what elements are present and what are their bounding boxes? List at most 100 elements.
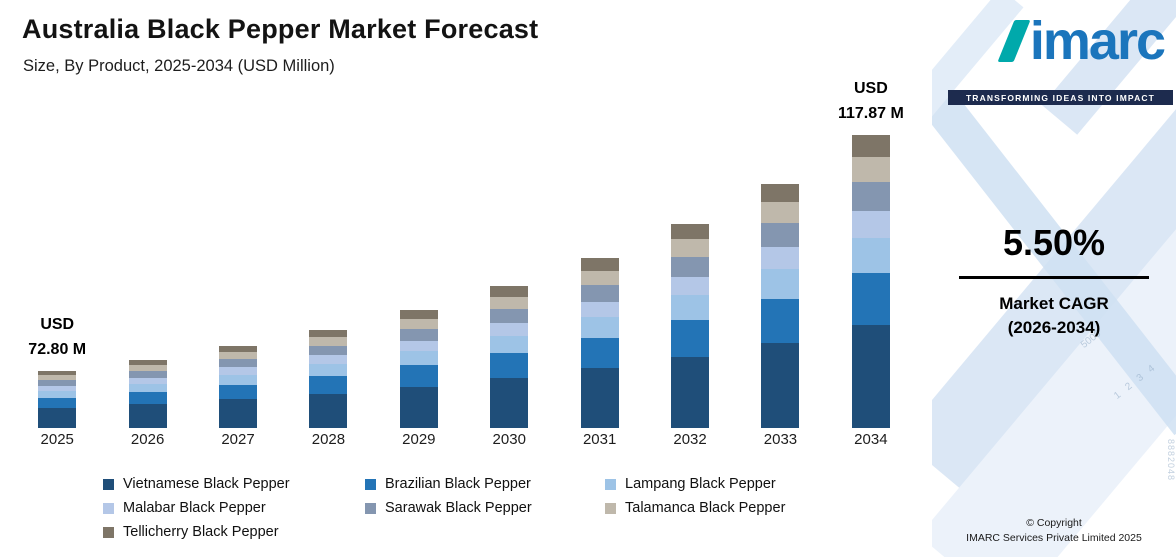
bar-segment-tellicherry-black-pepper [399,310,438,319]
cagr-divider [959,276,1149,279]
cagr-value: 5.50% [1002,222,1106,263]
legend-swatch-icon [103,526,114,538]
copyright-line1: © Copyright [1026,517,1082,529]
annotation-value: 117.87 M [837,105,904,122]
copyright-notice: © Copyright IMARC Services Private Limit… [932,516,1176,545]
bar-segment-vietnamese-black-pepper [38,408,77,428]
x-axis-labels: 2025 2026 2027 2028 2029 2030 2031 2032 2033 2034 [12,431,916,448]
legend-item-talamanca-black-pepper: Talamanca Black Pepper [605,500,885,516]
bar-segment-tellicherry-black-pepper [761,184,800,203]
bar-segment-malabar-black-pepper [219,367,258,375]
stacked-bar-2030 [490,286,529,428]
bar-segment-sarawak-black-pepper [761,223,800,248]
legend-label: Lampang Black Pepper [625,476,776,492]
bar-segment-brazilian-black-pepper [671,319,710,357]
brand-tagline: TRANSFORMING IDEAS INTO IMPACT [948,90,1173,105]
stacked-bar-2034 [851,135,890,428]
bar-segment-malabar-black-pepper [580,302,619,318]
bar-segment-sarawak-black-pepper [399,328,438,341]
bar-segment-lampang-black-pepper [38,390,77,398]
bar-segment-sarawak-black-pepper [851,181,890,212]
x-axis-label-2028: 2028 [311,431,346,448]
legend-item-brazilian-black-pepper: Brazilian Black Pepper [365,476,605,492]
bar-segment-sarawak-black-pepper [490,308,529,323]
x-axis-label-2033: 2033 [763,431,798,448]
bar-segment-malabar-black-pepper [490,322,529,336]
legend-swatch-icon [103,502,114,514]
bar-segment-vietnamese-black-pepper [490,378,529,428]
bar-segment-vietnamese-black-pepper [851,325,890,428]
stacked-bar-2026 [128,360,167,428]
legend-swatch-icon [365,502,376,514]
bar-value-annotation-2025: USD 72.80 M [28,312,86,362]
bar-segment-lampang-black-pepper [128,383,167,392]
annotation-value: 72.80 M [28,341,87,358]
bar-segment-brazilian-black-pepper [309,376,348,394]
brand-sidebar: 5000 1 2 3 4 8882048 imarc TRANSFORMING … [932,0,1176,557]
bar-segment-tellicherry-black-pepper [580,258,619,271]
bar-segment-brazilian-black-pepper [219,384,258,400]
bar-segment-vietnamese-black-pepper [671,356,710,428]
x-axis-label-2025: 2025 [40,431,74,448]
x-axis-label-2030: 2030 [492,431,526,448]
bar-segment-lampang-black-pepper [671,295,710,320]
bar-segment-sarawak-black-pepper [219,359,258,368]
bar-slot-2034: USD 117.87 M [826,80,916,428]
legend-label: Sarawak Black Pepper [385,500,532,516]
bar-segment-talamanca-black-pepper [399,318,438,329]
bar-segment-talamanca-black-pepper [671,239,710,257]
stacked-bar-2031 [580,258,619,428]
bar-segment-talamanca-black-pepper [851,156,890,182]
bar-segment-sarawak-black-pepper [128,370,167,378]
legend-swatch-icon [605,478,616,490]
page-subtitle: Size, By Product, 2025-2034 (USD Million… [23,57,335,75]
bar-slot-2033 [735,88,825,428]
bar-segment-tellicherry-black-pepper [219,346,258,353]
x-axis-label-2034: 2034 [854,431,888,448]
bar-segment-lampang-black-pepper [219,374,258,385]
x-axis-label-2027: 2027 [221,431,255,448]
x-axis-label-2026: 2026 [130,431,165,448]
legend-swatch-icon [365,478,376,490]
chart-panel: Australia Black Pepper Market Forecast S… [12,14,916,540]
page-title: Australia Black Pepper Market Forecast [22,14,539,44]
stacked-bar-2028 [309,330,348,428]
bar-segment-talamanca-black-pepper [219,352,258,360]
bar-segment-malabar-black-pepper [851,211,890,238]
bar-segment-sarawak-black-pepper [309,345,348,356]
cagr-block: 5.50% Market CAGR (2026-2034) [932,222,1176,340]
bar-segment-malabar-black-pepper [38,385,77,391]
legend-label: Vietnamese Black Pepper [123,476,290,492]
cagr-years: (2026-2034) [1007,318,1101,337]
bar-segment-lampang-black-pepper [490,335,529,353]
bar-segment-talamanca-black-pepper [38,375,77,381]
bar-segment-talamanca-black-pepper [128,365,167,371]
stacked-bar-2029 [399,310,438,428]
legend-item-lampang-black-pepper: Lampang Black Pepper [605,476,885,492]
bar-value-annotation-2034: USD 117.87 M [838,76,904,126]
bar-segment-sarawak-black-pepper [671,256,710,277]
bar-slot-2025: USD 72.80 M [12,88,102,428]
bar-segment-tellicherry-black-pepper [671,224,710,240]
chart-legend: Vietnamese Black Pepper Brazilian Black P… [103,476,885,540]
bar-slot-2028 [283,88,373,428]
bar-segment-tellicherry-black-pepper [309,330,348,338]
bar-slot-2029 [374,88,464,428]
annotation-currency: USD [853,80,888,97]
legend-swatch-icon [605,502,616,514]
bar-slot-2032 [645,88,735,428]
bar-segment-talamanca-black-pepper [580,270,619,286]
bar-segment-sarawak-black-pepper [38,380,77,386]
bar-segment-lampang-black-pepper [761,269,800,299]
bar-segment-vietnamese-black-pepper [399,386,438,428]
bar-segment-talamanca-black-pepper [761,202,800,224]
bar-segment-brazilian-black-pepper [761,298,800,343]
bar-segment-malabar-black-pepper [761,247,800,270]
bar-segment-brazilian-black-pepper [580,337,619,369]
legend-item-tellicherry-black-pepper: Tellicherry Black Pepper [103,524,365,540]
bar-slot-2031 [554,88,644,428]
bar-slot-2030 [464,88,554,428]
legend-swatch-icon [103,478,114,490]
bar-slot-2026 [102,88,192,428]
